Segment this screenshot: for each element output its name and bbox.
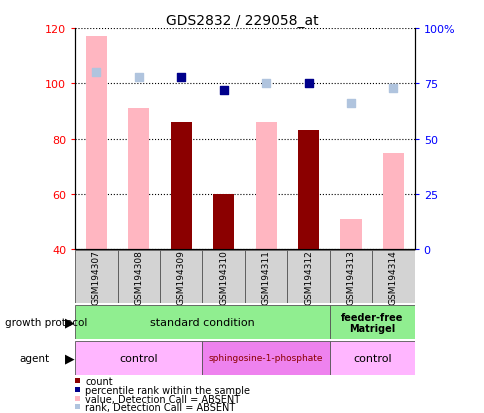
Text: count: count <box>85 376 113 386</box>
Text: growth protocol: growth protocol <box>5 318 87 328</box>
Bar <box>372 251 414 304</box>
Bar <box>340 219 361 250</box>
Text: ▶: ▶ <box>64 351 74 365</box>
Text: agent: agent <box>19 353 49 363</box>
Bar <box>75 341 202 375</box>
Bar <box>160 251 202 304</box>
Text: control: control <box>352 353 391 363</box>
Text: GSM194314: GSM194314 <box>388 250 397 304</box>
Bar <box>170 123 192 250</box>
Text: GSM194311: GSM194311 <box>261 250 270 304</box>
Bar <box>202 341 329 375</box>
Bar <box>329 251 372 304</box>
Text: rank, Detection Call = ABSENT: rank, Detection Call = ABSENT <box>85 402 235 412</box>
Bar <box>382 153 403 250</box>
Text: GSM194307: GSM194307 <box>91 250 101 304</box>
Text: standard condition: standard condition <box>150 318 254 328</box>
Bar <box>117 251 160 304</box>
Text: ▶: ▶ <box>64 316 74 329</box>
Point <box>347 101 354 107</box>
Text: GSM194310: GSM194310 <box>219 250 228 304</box>
Point <box>92 70 100 76</box>
Bar <box>86 37 107 250</box>
Text: GSM194313: GSM194313 <box>346 250 355 304</box>
Text: percentile rank within the sample: percentile rank within the sample <box>85 385 250 395</box>
Point <box>177 74 185 81</box>
Text: control: control <box>119 353 158 363</box>
Bar <box>75 251 117 304</box>
Bar <box>75 306 329 339</box>
Text: sphingosine-1-phosphate: sphingosine-1-phosphate <box>209 354 323 363</box>
Text: GDS2832 / 229058_at: GDS2832 / 229058_at <box>166 14 318 28</box>
Bar <box>202 251 244 304</box>
Text: GSM194309: GSM194309 <box>176 250 185 304</box>
Text: GSM194312: GSM194312 <box>303 250 313 304</box>
Bar <box>128 109 149 250</box>
Bar <box>244 251 287 304</box>
Point <box>262 81 270 88</box>
Point <box>219 88 227 94</box>
Bar <box>255 123 276 250</box>
Bar <box>329 341 414 375</box>
Text: value, Detection Call = ABSENT: value, Detection Call = ABSENT <box>85 394 240 404</box>
Point <box>389 85 396 92</box>
Bar <box>287 251 329 304</box>
Text: GSM194308: GSM194308 <box>134 250 143 304</box>
Point <box>304 81 312 88</box>
Bar <box>329 306 414 339</box>
Bar <box>212 195 234 250</box>
Point <box>135 74 142 81</box>
Text: feeder-free
Matrigel: feeder-free Matrigel <box>340 312 403 333</box>
Bar <box>297 131 318 250</box>
